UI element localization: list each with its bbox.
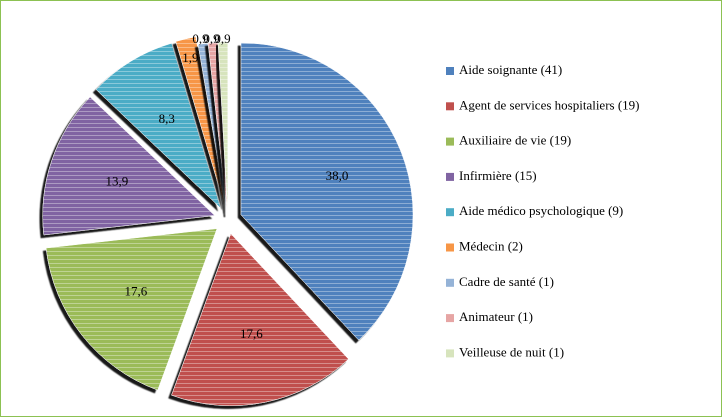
legend-swatch	[446, 102, 454, 111]
legend-swatch	[446, 278, 454, 287]
data-label: 17,6	[240, 326, 263, 341]
legend-label: Agent de services hospitaliers (19)	[459, 97, 640, 112]
slice-texture	[218, 42, 228, 215]
data-label: 1,9	[182, 50, 198, 65]
legend-label: Auxiliaire de vie (19)	[459, 133, 571, 148]
slice-group	[197, 42, 228, 215]
slice-texture	[241, 42, 414, 341]
slice-texture	[46, 228, 217, 391]
slice-group	[207, 42, 228, 215]
slice-group	[217, 41, 229, 215]
data-label: 13,9	[106, 174, 129, 189]
data-label: 8,3	[159, 111, 175, 126]
slice-group	[175, 36, 226, 207]
data-label: 17,6	[124, 283, 147, 298]
data-label: 0,9	[203, 31, 219, 46]
legend-swatch	[446, 172, 454, 181]
data-label: 38,0	[326, 168, 349, 183]
data-label: 0,9	[214, 31, 230, 46]
slice-group	[240, 42, 414, 341]
slice-group	[42, 96, 216, 236]
legend-swatch	[446, 208, 454, 217]
legend-label: Aide soignante (41)	[459, 62, 562, 77]
legend-swatch	[446, 137, 454, 146]
slice-group	[95, 42, 222, 209]
legend-swatch	[446, 67, 454, 75]
legend-swatch	[446, 243, 454, 252]
legend-swatch	[446, 314, 454, 323]
slice-texture	[96, 43, 221, 209]
slice-texture	[171, 233, 349, 406]
legend-label: Veilleuse de nuit (1)	[459, 344, 564, 359]
legend-label: Infirmière (15)	[459, 168, 537, 183]
legend-label: Aide médico psychologique (9)	[459, 203, 623, 218]
legend-label: Animateur (1)	[459, 309, 533, 324]
legend-label: Cadre de santé (1)	[459, 274, 554, 289]
legend-swatch	[446, 349, 454, 358]
legend-label: Médecin (2)	[459, 238, 523, 253]
slice-texture	[42, 97, 215, 235]
slice-group	[45, 228, 218, 391]
slice-texture	[208, 42, 228, 215]
data-label: 0,9	[192, 31, 208, 46]
slice-texture	[175, 36, 225, 207]
slice-group	[171, 233, 349, 406]
slice-texture	[198, 43, 228, 215]
